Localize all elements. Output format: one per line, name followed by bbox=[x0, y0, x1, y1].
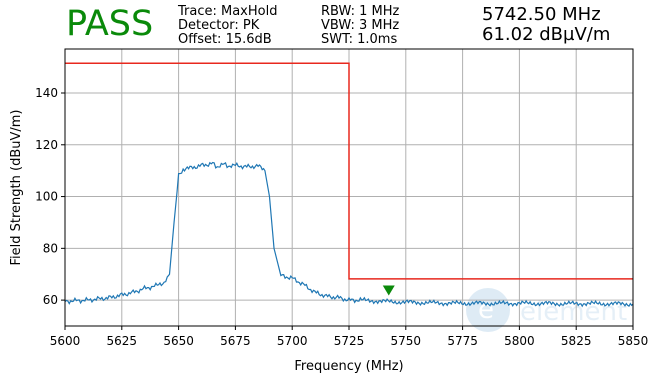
x-tick-label: 5825 bbox=[561, 334, 592, 348]
y-tick-label: 60 bbox=[43, 293, 58, 307]
series-group bbox=[64, 62, 634, 308]
vbw-label: VBW: 3 MHz bbox=[321, 18, 400, 33]
spectrum-trace-line bbox=[64, 161, 634, 308]
detector-label: Detector: PK bbox=[178, 18, 260, 33]
svg-text:element: element bbox=[520, 297, 627, 327]
axis-ticks: 5600 5625 5650 5675 5700 5725 5750 5775 5800 5825… bbox=[35, 86, 648, 348]
limit-line bbox=[65, 62, 633, 280]
marker-frequency-readout: 5742.50 MHz bbox=[482, 4, 601, 25]
marker-triangle-icon bbox=[382, 285, 395, 296]
y-tick-label: 140 bbox=[35, 86, 58, 100]
y-tick-label: 120 bbox=[35, 138, 58, 152]
x-tick-label: 5850 bbox=[618, 334, 649, 348]
svg-text:e: e bbox=[478, 295, 494, 325]
x-tick-label: 5600 bbox=[50, 334, 81, 348]
element-logo-watermark: e element bbox=[466, 288, 627, 332]
offset-label: Offset: 15.6dB bbox=[178, 32, 272, 47]
x-axis-label: Frequency (MHz) bbox=[294, 359, 403, 374]
x-tick-label: 5800 bbox=[504, 334, 535, 348]
y-axis-label: Field Strength (dBuV/m) bbox=[9, 110, 24, 266]
x-tick-label: 5675 bbox=[220, 334, 251, 348]
marker-level-readout: 61.02 dBµV/m bbox=[482, 24, 611, 45]
x-tick-label: 5725 bbox=[334, 334, 365, 348]
x-tick-label: 5625 bbox=[107, 334, 138, 348]
x-tick-label: 5750 bbox=[391, 334, 422, 348]
trace-mode-label: Trace: MaxHold bbox=[178, 4, 278, 19]
x-tick-label: 5775 bbox=[447, 334, 478, 348]
x-tick-label: 5650 bbox=[163, 334, 194, 348]
swt-label: SWT: 1.0ms bbox=[321, 32, 398, 47]
verdict-label: PASS bbox=[66, 4, 154, 44]
y-tick-label: 80 bbox=[43, 241, 58, 255]
rbw-label: RBW: 1 MHz bbox=[321, 4, 400, 19]
x-tick-label: 5700 bbox=[277, 334, 308, 348]
y-tick-label: 100 bbox=[35, 190, 58, 204]
